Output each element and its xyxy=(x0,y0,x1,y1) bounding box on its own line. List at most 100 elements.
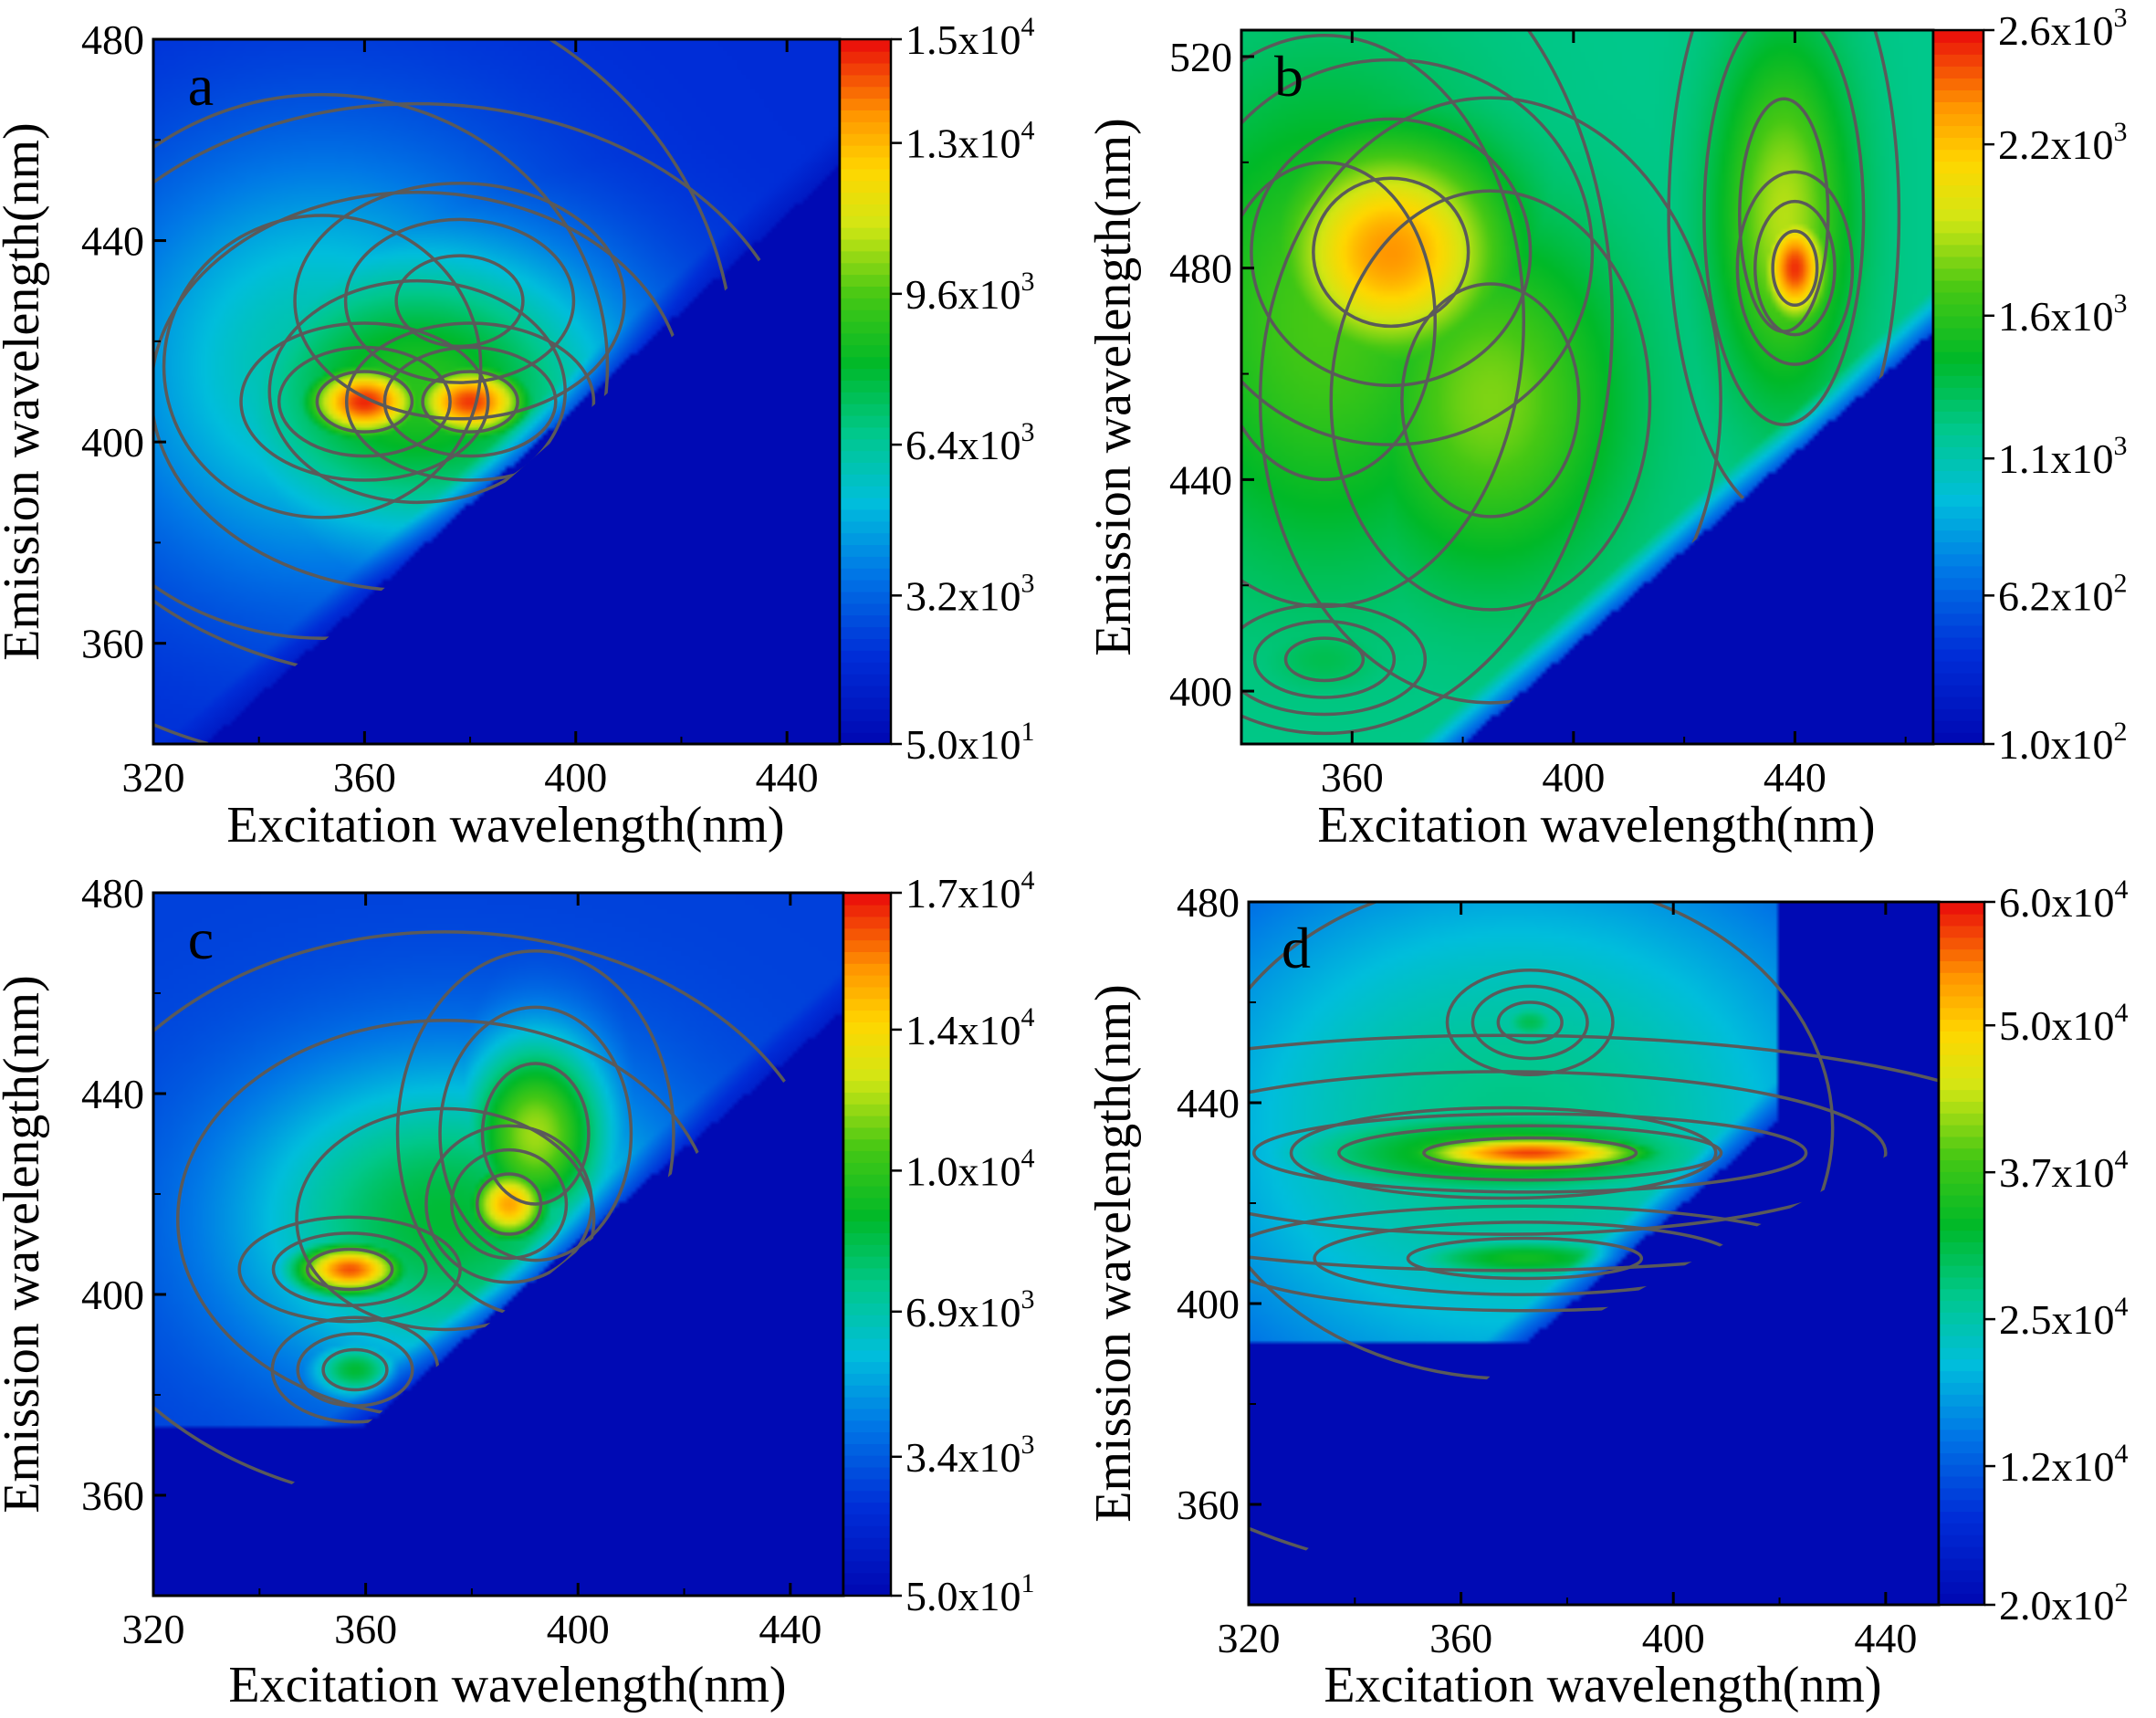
contour-line xyxy=(1241,161,1437,482)
contour-line xyxy=(1312,176,1470,329)
colorbar-segment xyxy=(843,1068,891,1082)
contour-line xyxy=(162,214,483,519)
colorbar-label: 3.7x104 xyxy=(1999,1145,2129,1196)
colorbar-segment xyxy=(840,262,891,276)
colorbar-label: 1.6x103 xyxy=(1998,288,2128,340)
colorbar-segment xyxy=(1939,948,1984,961)
colorbar-segment xyxy=(840,556,891,569)
colorbar-segment xyxy=(843,1255,891,1269)
colorbar-segment xyxy=(843,1396,891,1409)
colorbar-segment xyxy=(1939,1101,1984,1114)
colorbar-segment xyxy=(843,986,891,1000)
colorbar-segment xyxy=(1939,1370,1984,1383)
colorbar-segment xyxy=(843,1490,891,1503)
contour-line xyxy=(480,1062,591,1206)
colorbar-segment xyxy=(1939,1358,1984,1372)
colorbar-segment xyxy=(840,638,891,651)
colorbar-segment xyxy=(1933,161,1983,174)
contour-line xyxy=(1400,282,1581,519)
colorbar-segment xyxy=(1933,399,1983,412)
y-tick-label: 440 xyxy=(1169,456,1232,503)
colorbar-segment xyxy=(843,1232,891,1245)
colorbar-segment xyxy=(1933,30,1983,43)
colorbar-segment xyxy=(840,286,891,299)
colorbar-segment xyxy=(1939,1124,1984,1137)
panel-letter: c xyxy=(188,906,214,971)
colorbar-segment xyxy=(840,380,891,393)
colorbar-segment xyxy=(843,1267,891,1281)
colorbar-segment xyxy=(1933,589,1983,602)
colorbar-label: 1.2x104 xyxy=(1999,1439,2129,1490)
y-tick-label: 360 xyxy=(1177,1482,1240,1528)
colorbar-segment xyxy=(843,1021,891,1034)
colorbar-segment xyxy=(1933,435,1983,447)
colorbar-segment xyxy=(1933,601,1983,614)
colorbar-segment xyxy=(840,708,891,722)
colorbar-segment xyxy=(843,998,891,1011)
colorbar-segment xyxy=(840,226,891,240)
colorbar-segment xyxy=(840,661,891,675)
colorbar-segment xyxy=(1939,1194,1984,1208)
panel-letter: a xyxy=(188,53,214,118)
colorbar-segment xyxy=(840,591,891,604)
x-tick-label: 360 xyxy=(333,754,396,801)
y-tick-label: 520 xyxy=(1169,34,1232,80)
colorbar-segment xyxy=(1933,731,1983,745)
contour-line xyxy=(321,1347,389,1392)
colorbar-segment xyxy=(843,1548,891,1562)
colorbar-label: 1.4x104 xyxy=(905,1002,1035,1053)
colorbar-segment xyxy=(843,963,891,976)
x-tick-label: 400 xyxy=(544,754,607,801)
colorbar-segment xyxy=(1933,291,1983,305)
colorbar-segment xyxy=(840,320,891,334)
colorbar-segment xyxy=(840,144,891,158)
colorbar-segment xyxy=(1939,1452,1984,1465)
x-axis-label: Excitation wavelength(nm) xyxy=(228,1657,786,1713)
colorbar-segment xyxy=(840,544,891,557)
contour-line xyxy=(153,92,610,640)
colorbar-segment xyxy=(1939,1276,1984,1290)
colorbar-segment xyxy=(840,685,891,698)
colorbar-segment xyxy=(1939,937,1984,950)
colorbar-segment xyxy=(1933,565,1983,579)
colorbar-segment xyxy=(1933,220,1983,234)
colorbar-segment xyxy=(840,650,891,663)
x-tick-label: 320 xyxy=(1218,1615,1281,1661)
colorbar-segment xyxy=(1939,1382,1984,1395)
colorbar-segment xyxy=(843,1419,891,1433)
colorbar-segment xyxy=(1939,1159,1984,1172)
colorbar-segment xyxy=(843,1431,891,1444)
colorbar-segment xyxy=(1933,684,1983,697)
x-axis-label: Excitation wavelength(nm) xyxy=(1317,797,1875,854)
colorbar-segment xyxy=(840,132,891,146)
x-tick-label: 360 xyxy=(1321,754,1384,801)
colorbar-segment xyxy=(840,180,891,194)
colorbar-segment xyxy=(840,438,891,452)
contour-line xyxy=(1252,1112,1808,1194)
colorbar-label: 2.0x102 xyxy=(1999,1577,2129,1629)
colorbar-segment xyxy=(1939,1042,1984,1055)
colorbar-segment xyxy=(843,1056,891,1070)
colorbar-segment xyxy=(840,368,891,381)
contour-line xyxy=(1252,619,1397,699)
x-tick-label: 360 xyxy=(334,1606,397,1652)
colorbar-segment xyxy=(1939,913,1984,927)
colorbar-segment xyxy=(840,309,891,322)
colorbar-label: 2.6x103 xyxy=(1998,3,2128,54)
colorbar-segment xyxy=(1939,1417,1984,1430)
colorbar-segment xyxy=(1939,1535,1984,1547)
colorbar-segment xyxy=(843,893,891,906)
colorbar-segment xyxy=(843,1080,891,1093)
colorbar-segment xyxy=(840,426,891,440)
contour-line xyxy=(1738,97,1830,333)
colorbar-segment xyxy=(840,238,891,252)
colorbar-segment xyxy=(1939,1206,1984,1220)
colorbar-segment xyxy=(843,1349,891,1363)
colorbar-segment xyxy=(1939,1464,1984,1477)
colorbar-frame xyxy=(1931,28,1985,746)
colorbar-segment xyxy=(840,602,891,616)
colorbar-segment xyxy=(840,474,891,487)
colorbar-segment xyxy=(840,626,891,639)
contour-line xyxy=(239,321,490,482)
colorbar-segment xyxy=(840,98,891,110)
